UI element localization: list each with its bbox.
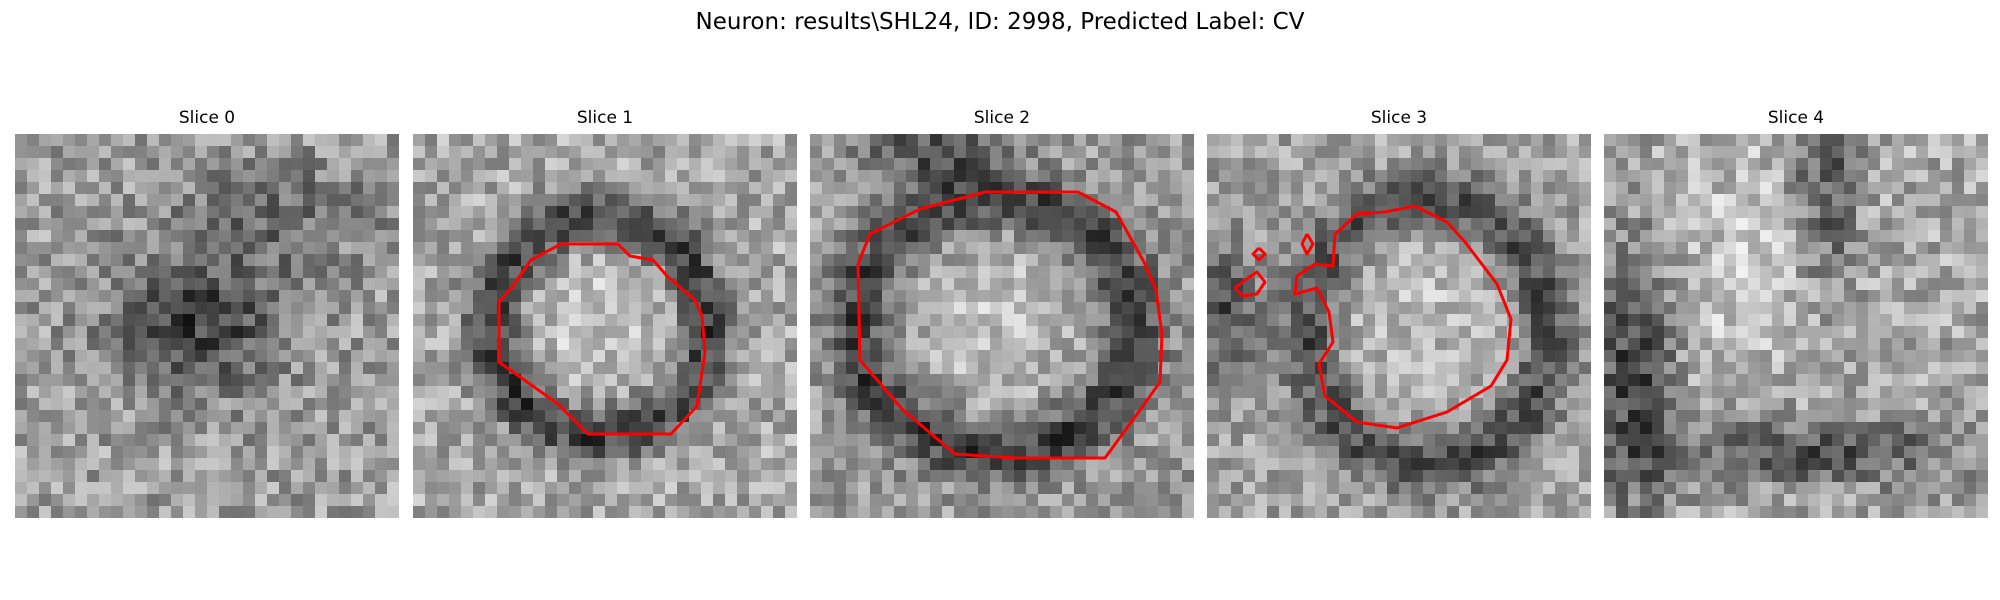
segmentation-contour <box>497 242 707 436</box>
panel-title: Slice 3 <box>1370 108 1428 128</box>
segmentation-contour <box>1293 204 1513 430</box>
panel-title: Slice 0 <box>178 108 236 128</box>
slice-image <box>810 134 1194 518</box>
segmentation-contour <box>1251 246 1267 262</box>
panel-title: Slice 4 <box>1767 108 1825 128</box>
segmentation-contour <box>1300 233 1315 256</box>
panel-title: Slice 1 <box>576 108 634 128</box>
figure-title: Neuron: results\SHL24, ID: 2998, Predict… <box>695 9 1305 35</box>
slice-image <box>1604 134 1988 518</box>
slice-image <box>1207 134 1591 518</box>
segmentation-contour <box>1233 270 1267 298</box>
slice-image <box>15 134 399 518</box>
segmentation-contour <box>856 190 1164 460</box>
panel-title: Slice 2 <box>973 108 1031 128</box>
slice-image <box>413 134 797 518</box>
